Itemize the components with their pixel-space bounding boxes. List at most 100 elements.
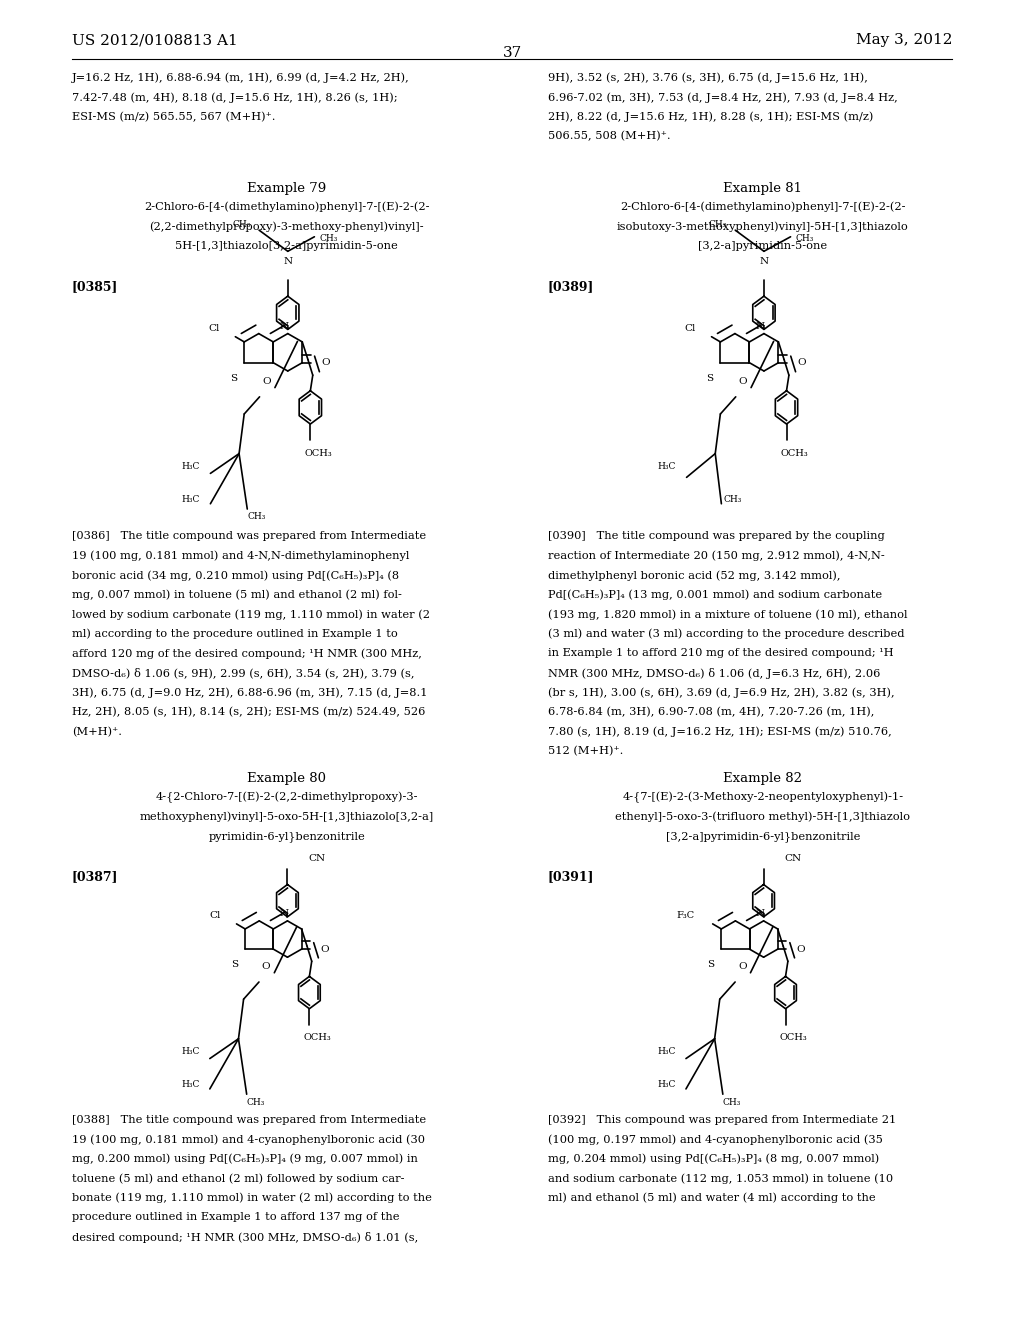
Text: 2-Chloro-6-[4-(dimethylamino)phenyl]-7-[(E)-2-(2-: 2-Chloro-6-[4-(dimethylamino)phenyl]-7-[… <box>144 202 429 213</box>
Text: O: O <box>798 358 806 367</box>
Text: S: S <box>231 961 239 969</box>
Text: N: N <box>756 908 765 917</box>
Text: H₃C: H₃C <box>181 1081 200 1089</box>
Text: dimethylphenyl boronic acid (52 mg, 3.142 mmol),: dimethylphenyl boronic acid (52 mg, 3.14… <box>548 570 841 581</box>
Text: 5H-[1,3]thiazolo[3,2-a]pyrimidin-5-one: 5H-[1,3]thiazolo[3,2-a]pyrimidin-5-one <box>175 240 398 251</box>
Text: CH₃: CH₃ <box>232 220 251 230</box>
Text: (100 mg, 0.197 mmol) and 4-cyanophenylboronic acid (35: (100 mg, 0.197 mmol) and 4-cyanophenylbo… <box>548 1134 883 1144</box>
Text: H₃C: H₃C <box>657 1081 676 1089</box>
Text: 506.55, 508 (M+H)⁺.: 506.55, 508 (M+H)⁺. <box>548 131 671 141</box>
Text: 6.96-7.02 (m, 3H), 7.53 (d, J=8.4 Hz, 2H), 7.93 (d, J=8.4 Hz,: 6.96-7.02 (m, 3H), 7.53 (d, J=8.4 Hz, 2H… <box>548 92 898 103</box>
Text: May 3, 2012: May 3, 2012 <box>856 33 952 48</box>
Text: O: O <box>738 962 746 970</box>
Text: (2,2-dimethylpropoxy)-3-methoxy-phenyl)vinyl]-: (2,2-dimethylpropoxy)-3-methoxy-phenyl)v… <box>150 222 424 232</box>
Text: Cl: Cl <box>210 912 221 920</box>
Text: N: N <box>280 908 289 917</box>
Text: 37: 37 <box>503 46 521 61</box>
Text: 7.80 (s, 1H), 8.19 (d, J=16.2 Hz, 1H); ESI-MS (m/z) 510.76,: 7.80 (s, 1H), 8.19 (d, J=16.2 Hz, 1H); E… <box>548 726 892 737</box>
Text: Hz, 2H), 8.05 (s, 1H), 8.14 (s, 2H); ESI-MS (m/z) 524.49, 526: Hz, 2H), 8.05 (s, 1H), 8.14 (s, 2H); ESI… <box>72 708 425 717</box>
Text: O: O <box>262 376 271 385</box>
Text: H₃C: H₃C <box>182 462 200 471</box>
Text: N: N <box>284 257 292 267</box>
Text: pyrimidin-6-yl}benzonitrile: pyrimidin-6-yl}benzonitrile <box>208 830 366 842</box>
Text: mg, 0.200 mmol) using Pd[(C₆H₅)₃P]₄ (9 mg, 0.007 mmol) in: mg, 0.200 mmol) using Pd[(C₆H₅)₃P]₄ (9 m… <box>72 1154 418 1164</box>
Text: 2-Chloro-6-[4-(dimethylamino)phenyl]-7-[(E)-2-(2-: 2-Chloro-6-[4-(dimethylamino)phenyl]-7-[… <box>621 202 905 213</box>
Text: [3,2-a]pyrimidin-5-one: [3,2-a]pyrimidin-5-one <box>698 240 827 251</box>
Text: mg, 0.007 mmol) in toluene (5 ml) and ethanol (2 ml) fol-: mg, 0.007 mmol) in toluene (5 ml) and et… <box>72 590 401 601</box>
Text: [0385]: [0385] <box>72 280 118 293</box>
Text: [0391]: [0391] <box>548 870 594 883</box>
Text: [0387]: [0387] <box>72 870 118 883</box>
Text: bonate (119 mg, 1.110 mmol) in water (2 ml) according to the: bonate (119 mg, 1.110 mmol) in water (2 … <box>72 1193 431 1204</box>
Text: 9H), 3.52 (s, 2H), 3.76 (s, 3H), 6.75 (d, J=15.6 Hz, 1H),: 9H), 3.52 (s, 2H), 3.76 (s, 3H), 6.75 (d… <box>548 73 867 83</box>
Text: H₃C: H₃C <box>182 495 200 504</box>
Text: Cl: Cl <box>685 325 696 333</box>
Text: J=16.2 Hz, 1H), 6.88-6.94 (m, 1H), 6.99 (d, J=4.2 Hz, 2H),: J=16.2 Hz, 1H), 6.88-6.94 (m, 1H), 6.99 … <box>72 73 410 83</box>
Text: isobutoxy-3-methoxyphenyl)vinyl]-5H-[1,3]thiazolo: isobutoxy-3-methoxyphenyl)vinyl]-5H-[1,3… <box>617 222 908 232</box>
Text: 2H), 8.22 (d, J=15.6 Hz, 1H), 8.28 (s, 1H); ESI-MS (m/z): 2H), 8.22 (d, J=15.6 Hz, 1H), 8.28 (s, 1… <box>548 112 873 123</box>
Text: [0386]   The title compound was prepared from Intermediate: [0386] The title compound was prepared f… <box>72 531 426 541</box>
Text: mg, 0.204 mmol) using Pd[(C₆H₅)₃P]₄ (8 mg, 0.007 mmol): mg, 0.204 mmol) using Pd[(C₆H₅)₃P]₄ (8 m… <box>548 1154 879 1164</box>
Text: S: S <box>707 374 714 383</box>
Text: 3H), 6.75 (d, J=9.0 Hz, 2H), 6.88-6.96 (m, 3H), 7.15 (d, J=8.1: 3H), 6.75 (d, J=9.0 Hz, 2H), 6.88-6.96 (… <box>72 688 427 698</box>
Text: N: N <box>760 257 768 267</box>
Text: (M+H)⁺.: (M+H)⁺. <box>72 726 122 737</box>
Text: S: S <box>230 374 238 383</box>
Text: (br s, 1H), 3.00 (s, 6H), 3.69 (d, J=6.9 Hz, 2H), 3.82 (s, 3H),: (br s, 1H), 3.00 (s, 6H), 3.69 (d, J=6.9… <box>548 688 895 698</box>
Text: Example 81: Example 81 <box>723 182 803 195</box>
Text: in Example 1 to afford 210 mg of the desired compound; ¹H: in Example 1 to afford 210 mg of the des… <box>548 648 894 659</box>
Text: CH₃: CH₃ <box>723 1098 741 1106</box>
Text: (3 ml) and water (3 ml) according to the procedure described: (3 ml) and water (3 ml) according to the… <box>548 628 904 639</box>
Text: 7.42-7.48 (m, 4H), 8.18 (d, J=15.6 Hz, 1H), 8.26 (s, 1H);: 7.42-7.48 (m, 4H), 8.18 (d, J=15.6 Hz, 1… <box>72 92 397 103</box>
Text: 19 (100 mg, 0.181 mmol) and 4-N,N-dimethylaminophenyl: 19 (100 mg, 0.181 mmol) and 4-N,N-dimeth… <box>72 550 409 561</box>
Text: OCH₃: OCH₃ <box>304 1034 332 1043</box>
Text: [0392]   This compound was prepared from Intermediate 21: [0392] This compound was prepared from I… <box>548 1114 896 1125</box>
Text: US 2012/0108813 A1: US 2012/0108813 A1 <box>72 33 238 48</box>
Text: F₃C: F₃C <box>676 912 694 920</box>
Text: Example 79: Example 79 <box>247 182 327 195</box>
Text: (193 mg, 1.820 mmol) in a mixture of toluene (10 ml), ethanol: (193 mg, 1.820 mmol) in a mixture of tol… <box>548 610 907 620</box>
Text: H₃C: H₃C <box>658 462 676 471</box>
Text: CN: CN <box>784 854 801 862</box>
Text: procedure outlined in Example 1 to afford 137 mg of the: procedure outlined in Example 1 to affor… <box>72 1212 399 1222</box>
Text: afford 120 mg of the desired compound; ¹H NMR (300 MHz,: afford 120 mg of the desired compound; ¹… <box>72 648 422 659</box>
Text: O: O <box>262 962 270 970</box>
Text: 6.78-6.84 (m, 3H), 6.90-7.08 (m, 4H), 7.20-7.26 (m, 1H),: 6.78-6.84 (m, 3H), 6.90-7.08 (m, 4H), 7.… <box>548 708 874 717</box>
Text: desired compound; ¹H NMR (300 MHz, DMSO-d₆) δ 1.01 (s,: desired compound; ¹H NMR (300 MHz, DMSO-… <box>72 1232 418 1243</box>
Text: CH₃: CH₃ <box>319 234 338 243</box>
Text: N: N <box>280 322 289 330</box>
Text: OCH₃: OCH₃ <box>780 1034 808 1043</box>
Text: N: N <box>756 322 765 330</box>
Text: 4-{2-Chloro-7-[(E)-2-(2,2-dimethylpropoxy)-3-: 4-{2-Chloro-7-[(E)-2-(2,2-dimethylpropox… <box>156 792 418 803</box>
Text: lowed by sodium carbonate (119 mg, 1.110 mmol) in water (2: lowed by sodium carbonate (119 mg, 1.110… <box>72 610 430 620</box>
Text: OCH₃: OCH₃ <box>781 449 809 458</box>
Text: Cl: Cl <box>209 325 220 333</box>
Text: toluene (5 ml) and ethanol (2 ml) followed by sodium car-: toluene (5 ml) and ethanol (2 ml) follow… <box>72 1173 404 1184</box>
Text: ethenyl]-5-oxo-3-(trifluoro methyl)-5H-[1,3]thiazolo: ethenyl]-5-oxo-3-(trifluoro methyl)-5H-[… <box>615 812 910 822</box>
Text: and sodium carbonate (112 mg, 1.053 mmol) in toluene (10: and sodium carbonate (112 mg, 1.053 mmol… <box>548 1173 893 1184</box>
Text: 512 (M+H)⁺.: 512 (M+H)⁺. <box>548 746 624 756</box>
Text: CH₃: CH₃ <box>796 234 814 243</box>
Text: O: O <box>797 945 805 953</box>
Text: [0390]   The title compound was prepared by the coupling: [0390] The title compound was prepared b… <box>548 531 885 541</box>
Text: CH₃: CH₃ <box>709 220 727 230</box>
Text: [0388]   The title compound was prepared from Intermediate: [0388] The title compound was prepared f… <box>72 1114 426 1125</box>
Text: Example 82: Example 82 <box>723 772 803 785</box>
Text: O: O <box>738 376 748 385</box>
Text: ESI-MS (m/z) 565.55, 567 (M+H)⁺.: ESI-MS (m/z) 565.55, 567 (M+H)⁺. <box>72 112 275 121</box>
Text: Pd[(C₆H₅)₃P]₄ (13 mg, 0.001 mmol) and sodium carbonate: Pd[(C₆H₅)₃P]₄ (13 mg, 0.001 mmol) and so… <box>548 590 882 601</box>
Text: DMSO-d₆) δ 1.06 (s, 9H), 2.99 (s, 6H), 3.54 (s, 2H), 3.79 (s,: DMSO-d₆) δ 1.06 (s, 9H), 2.99 (s, 6H), 3… <box>72 668 414 678</box>
Text: O: O <box>322 358 330 367</box>
Text: OCH₃: OCH₃ <box>305 449 333 458</box>
Text: 19 (100 mg, 0.181 mmol) and 4-cyanophenylboronic acid (30: 19 (100 mg, 0.181 mmol) and 4-cyanopheny… <box>72 1134 425 1144</box>
Text: CH₃: CH₃ <box>247 1098 265 1106</box>
Text: H₃C: H₃C <box>657 1048 676 1056</box>
Text: reaction of Intermediate 20 (150 mg, 2.912 mmol), 4-N,N-: reaction of Intermediate 20 (150 mg, 2.9… <box>548 550 885 561</box>
Text: CH₃: CH₃ <box>723 495 741 504</box>
Text: NMR (300 MHz, DMSO-d₆) δ 1.06 (d, J=6.3 Hz, 6H), 2.06: NMR (300 MHz, DMSO-d₆) δ 1.06 (d, J=6.3 … <box>548 668 881 678</box>
Text: CN: CN <box>308 854 325 862</box>
Text: H₃C: H₃C <box>181 1048 200 1056</box>
Text: CH₃: CH₃ <box>247 512 265 521</box>
Text: O: O <box>321 945 329 953</box>
Text: methoxyphenyl)vinyl]-5-oxo-5H-[1,3]thiazolo[3,2-a]: methoxyphenyl)vinyl]-5-oxo-5H-[1,3]thiaz… <box>139 812 434 822</box>
